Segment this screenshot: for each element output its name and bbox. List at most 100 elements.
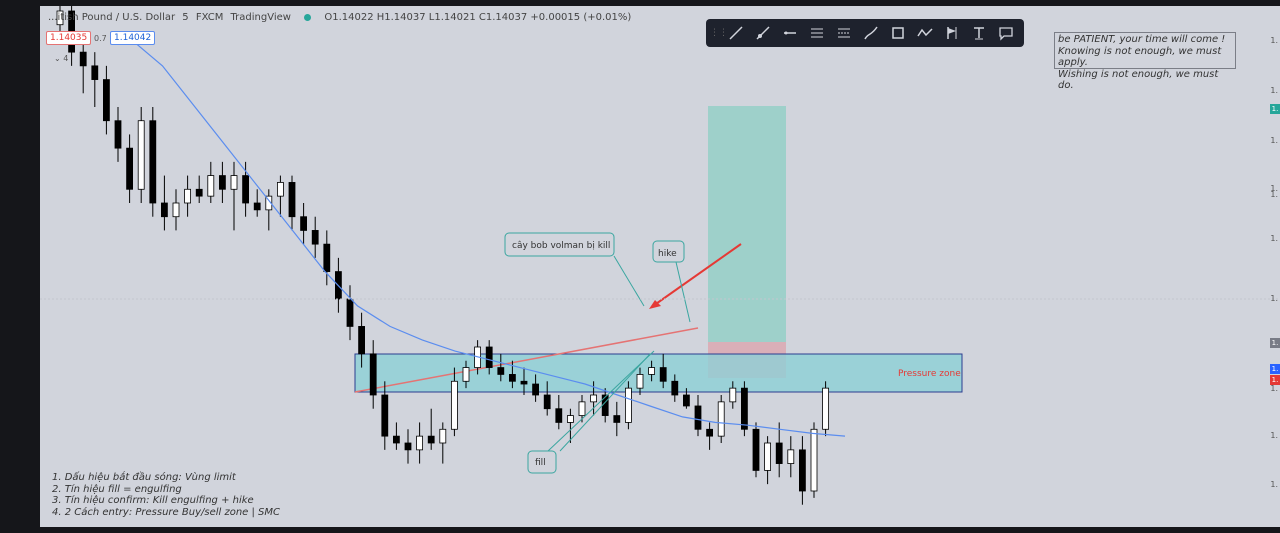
candle[interactable] (265, 189, 273, 231)
candle[interactable] (288, 175, 296, 231)
candle[interactable] (323, 230, 331, 286)
candle[interactable] (601, 388, 609, 423)
candle[interactable] (659, 353, 667, 389)
candle[interactable] (706, 422, 713, 450)
candle[interactable] (358, 312, 366, 368)
candle[interactable] (230, 161, 238, 231)
text-icon[interactable] (965, 20, 992, 46)
price-axis[interactable]: 1. 1. 1. 1. 1. 1. 1. 1. 1. 1. 1. 1. 1. 1… (1266, 6, 1280, 527)
candle[interactable] (103, 65, 110, 135)
candle[interactable] (195, 175, 203, 203)
killed-callout-box[interactable] (504, 232, 615, 257)
pressure-zone-label: Pressure zone (898, 369, 961, 379)
timeframe[interactable]: 5 (182, 12, 189, 23)
candle[interactable] (497, 353, 505, 382)
horizontal-line-icon[interactable] (776, 20, 803, 46)
candle[interactable] (613, 401, 621, 437)
axis-tick: 1. (1270, 480, 1278, 489)
quote-note[interactable]: be PATIENT, your time will come ! Knowin… (1054, 32, 1236, 91)
buy-price-button[interactable]: 1.14042 (110, 31, 156, 45)
candle[interactable] (520, 367, 528, 395)
brush-icon[interactable] (857, 20, 884, 46)
candle[interactable] (184, 175, 192, 217)
candle[interactable] (532, 374, 540, 402)
path-icon[interactable] (911, 20, 938, 46)
candle[interactable] (764, 436, 771, 485)
candle[interactable] (799, 436, 806, 505)
chart-area[interactable]: cây bob volman bị kill hike fill Pressur… (40, 6, 1280, 527)
strategy-notes[interactable]: 1. Dấu hiệu bắt đầu sóng: Vùng limit 2. … (52, 472, 280, 518)
indicator-count[interactable]: ⌄ 4 (54, 54, 69, 63)
candle[interactable] (485, 340, 493, 375)
candle[interactable] (462, 360, 470, 389)
candle[interactable] (625, 381, 632, 430)
moving-average-line[interactable] (129, 37, 846, 437)
candle[interactable] (253, 189, 261, 217)
candle[interactable] (300, 203, 308, 245)
candle-body (543, 394, 551, 410)
sell-price-button[interactable]: 1.14035 (46, 31, 92, 45)
candle[interactable] (450, 367, 458, 437)
fib-icon[interactable] (938, 20, 965, 46)
trend-line[interactable] (354, 327, 699, 393)
rectangle-icon[interactable] (884, 20, 911, 46)
candle[interactable] (311, 216, 319, 258)
candle[interactable] (567, 408, 574, 443)
candle[interactable] (427, 408, 435, 450)
candle[interactable] (91, 52, 99, 107)
spread-value: 0.7 (94, 34, 107, 43)
candle[interactable] (787, 436, 795, 478)
candle[interactable] (392, 422, 400, 450)
candle[interactable] (161, 175, 168, 231)
candle[interactable] (648, 360, 655, 382)
symbol-name[interactable]: ...itish Pound / U.S. Dollar (48, 12, 176, 23)
candle[interactable] (346, 285, 354, 341)
parallel-channel-icon[interactable] (803, 20, 830, 46)
candle[interactable] (207, 161, 215, 203)
candle[interactable] (671, 374, 679, 402)
candle[interactable] (114, 107, 122, 162)
trend-line-icon[interactable] (722, 20, 749, 46)
candle[interactable] (555, 395, 563, 430)
candle[interactable] (149, 107, 157, 217)
candle[interactable] (137, 107, 145, 203)
candle[interactable] (126, 134, 133, 203)
candle-body (810, 428, 818, 492)
candle[interactable] (775, 422, 783, 478)
candle[interactable] (752, 422, 760, 478)
candle[interactable] (172, 189, 180, 231)
platform: TradingView (230, 12, 291, 23)
candle[interactable] (717, 395, 725, 443)
toolbar-drag-handle-icon[interactable]: ⋮⋮ (710, 28, 728, 38)
candle[interactable] (218, 161, 226, 203)
candle[interactable] (578, 395, 586, 423)
candle[interactable] (416, 422, 424, 464)
price-chart[interactable]: cây bob volman bị kill hike fill Pressur… (40, 6, 1280, 527)
candle[interactable] (79, 38, 87, 94)
candle[interactable] (741, 381, 748, 437)
axis-tick: 1. (1270, 190, 1278, 199)
target-zone[interactable] (708, 106, 786, 358)
candle[interactable] (404, 429, 412, 464)
candle[interactable] (369, 340, 377, 409)
chart-header: ...itish Pound / U.S. Dollar 5 FXCM Trad… (48, 12, 635, 23)
candle[interactable] (636, 367, 644, 395)
candle[interactable] (381, 381, 389, 450)
candle[interactable] (543, 381, 551, 416)
candle[interactable] (683, 388, 690, 409)
candle[interactable] (276, 175, 284, 217)
regression-icon[interactable] (830, 20, 857, 46)
candle[interactable] (694, 395, 702, 437)
candle-body (717, 401, 725, 437)
candle[interactable] (810, 422, 818, 498)
pressure-zone[interactable] (354, 353, 963, 393)
ray-icon[interactable] (749, 20, 776, 46)
candle[interactable] (822, 381, 829, 437)
candle-body (462, 367, 470, 382)
hike-callout-box[interactable] (652, 240, 685, 263)
signal-arrow[interactable] (652, 243, 742, 307)
callout-icon[interactable] (992, 20, 1019, 46)
fill-callout-box[interactable] (527, 450, 557, 474)
candle[interactable] (439, 422, 447, 464)
candle[interactable] (729, 381, 737, 409)
